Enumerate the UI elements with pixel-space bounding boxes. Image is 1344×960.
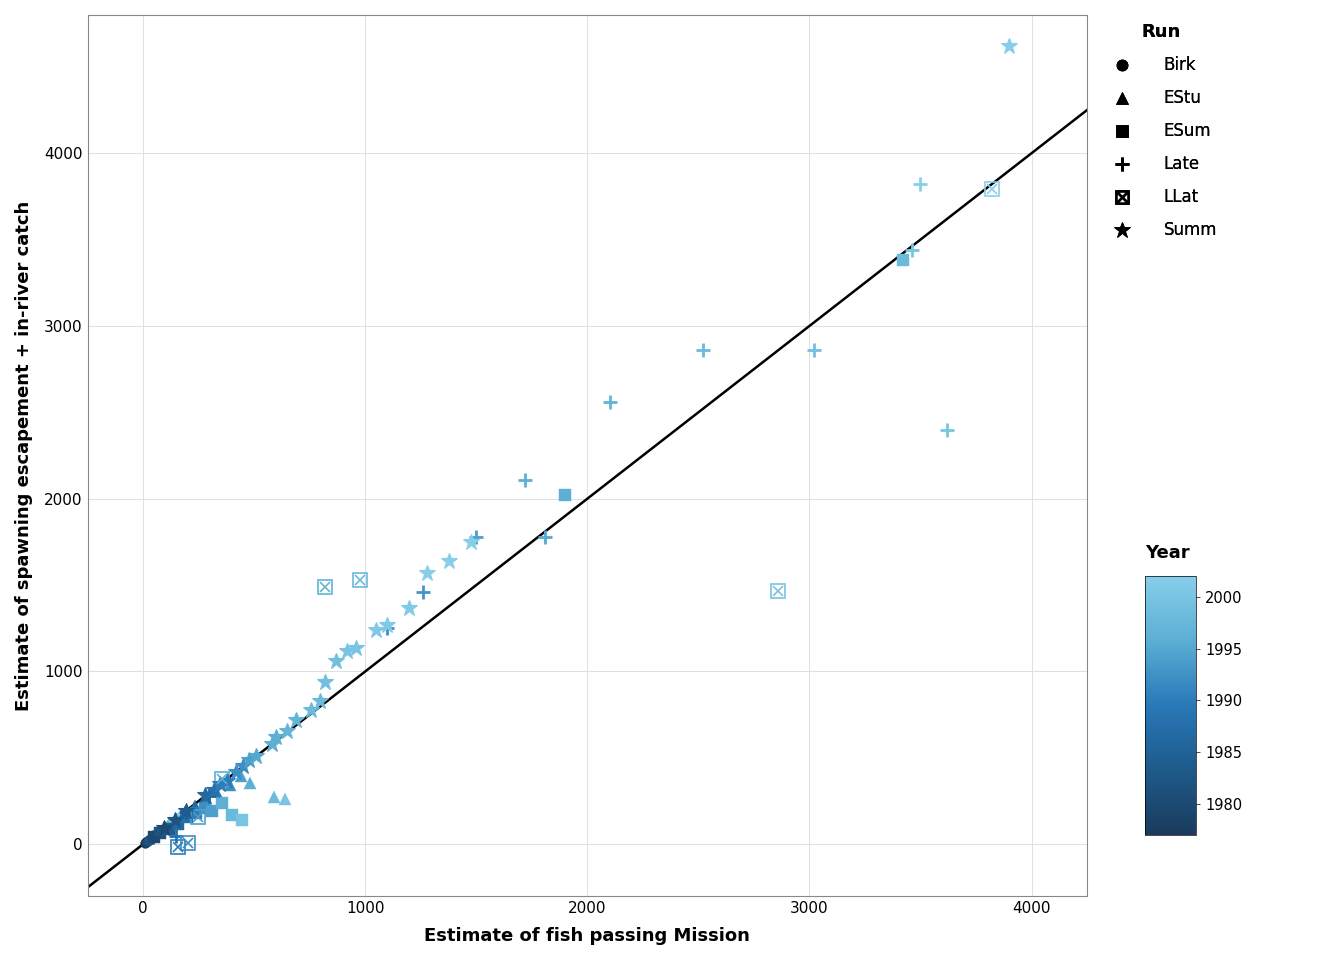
Y-axis label: Estimate of spawning escapement + in-river catch: Estimate of spawning escapement + in-riv…	[15, 201, 34, 710]
Legend: Birk, EStu, ESum, Late, LLat, Summ: Birk, EStu, ESum, Late, LLat, Summ	[1105, 23, 1218, 239]
Text: Year: Year	[1145, 543, 1189, 562]
X-axis label: Estimate of fish passing Mission: Estimate of fish passing Mission	[425, 927, 750, 945]
